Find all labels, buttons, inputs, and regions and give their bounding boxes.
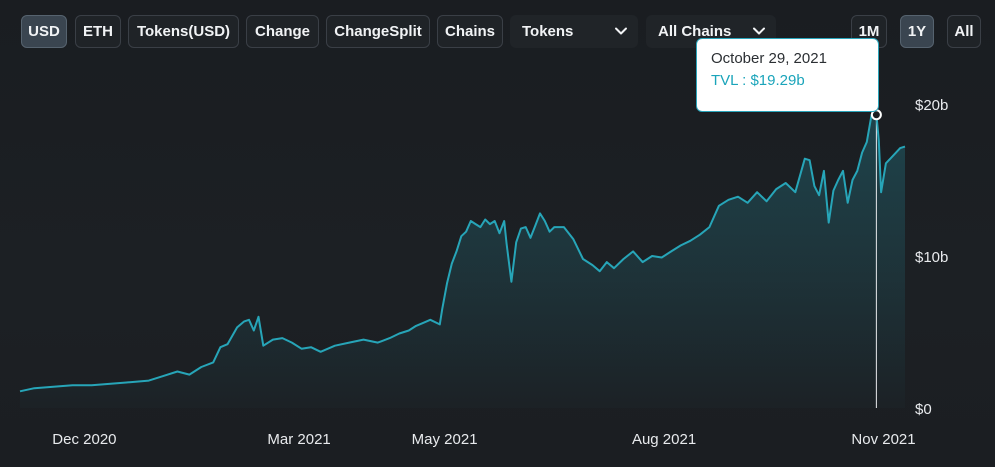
chevron-down-icon: [615, 27, 627, 35]
range-1y-button[interactable]: 1Y: [900, 15, 934, 48]
tooltip-value: TVL : $19.29b: [711, 72, 805, 89]
change-split-button[interactable]: ChangeSplit: [326, 15, 430, 48]
chart-tooltip: October 29, 2021 TVL : $19.29b: [696, 38, 879, 112]
change-button[interactable]: Change: [246, 15, 319, 48]
y-tick-label: $0: [915, 401, 932, 418]
tooltip-date: October 29, 2021: [711, 50, 827, 67]
chevron-down-icon: [753, 27, 765, 35]
x-tick-label: Nov 2021: [851, 431, 915, 448]
tokens-select[interactable]: Tokens: [510, 15, 638, 48]
eth-button[interactable]: ETH: [75, 15, 121, 48]
chains-select-value: All Chains: [658, 23, 732, 40]
x-tick-label: Aug 2021: [632, 431, 696, 448]
y-tick-label: $10b: [915, 249, 948, 266]
y-axis: $0 $10b $20b: [915, 97, 948, 418]
x-tick-label: Dec 2020: [52, 431, 116, 448]
x-axis: Dec 2020 Mar 2021 May 2021 Aug 2021 Nov 2021: [52, 431, 915, 448]
chart-toolbar: USD ETH Tokens(USD) Change ChangeSplit C…: [0, 0, 995, 62]
x-tick-label: May 2021: [412, 431, 478, 448]
y-tick-label: $20b: [915, 97, 948, 114]
x-tick-label: Mar 2021: [267, 431, 330, 448]
tokens-usd-button[interactable]: Tokens(USD): [128, 15, 239, 48]
chains-button[interactable]: Chains: [437, 15, 503, 48]
range-all-button[interactable]: All: [947, 15, 981, 48]
tvl-area: [20, 114, 905, 408]
tvl-line: [19, 113, 906, 393]
tokens-select-value: Tokens: [522, 23, 574, 40]
usd-button[interactable]: USD: [21, 15, 67, 48]
